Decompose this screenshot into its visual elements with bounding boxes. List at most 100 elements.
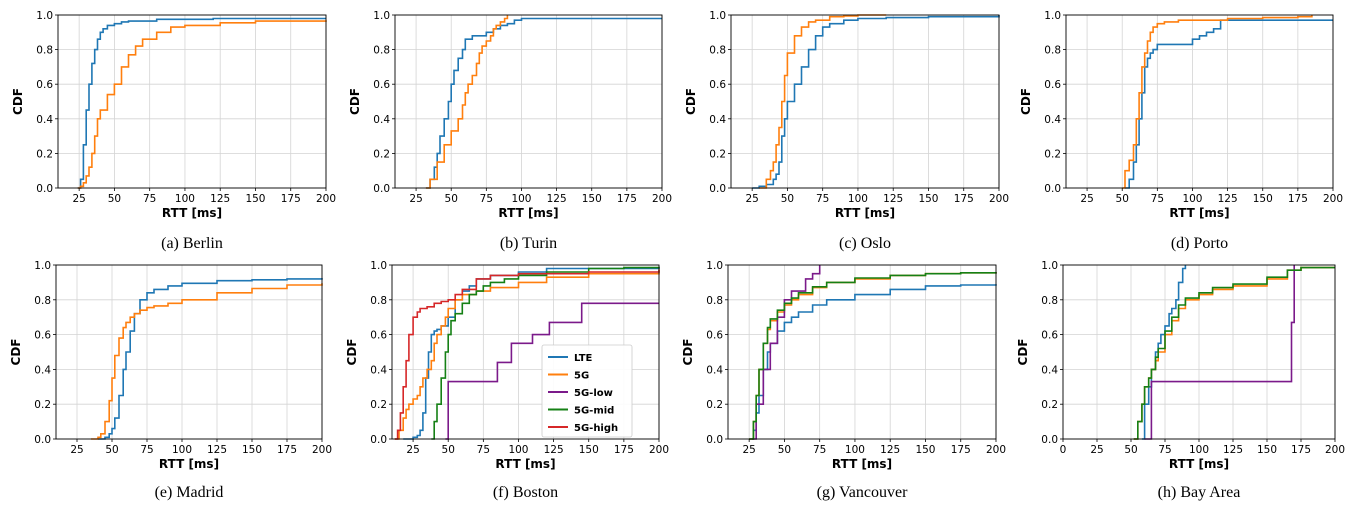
series-line-lte xyxy=(752,15,1000,189)
x-tick-label: 125 xyxy=(544,444,564,456)
x-tick-label: 125 xyxy=(880,444,900,456)
x-axis-label: RTT [ms] xyxy=(1169,457,1229,471)
x-tick-label: 75 xyxy=(816,193,829,205)
x-tick-label: 25 xyxy=(70,444,83,456)
x-tick-label: 100 xyxy=(1182,193,1202,205)
x-tick-label: 100 xyxy=(845,444,865,456)
y-tick-label: 0.4 xyxy=(709,114,726,126)
y-tick-label: 0.8 xyxy=(1044,45,1061,57)
chart-panel-2: 25 50 75 100 125 150 175 200 0.0 0.2 0.4 0.6 0.8 1.0 R… xyxy=(348,10,672,252)
x-tick-label: 100 xyxy=(848,193,868,205)
subfigure-caption: (b) Turin xyxy=(500,235,557,252)
chart-panel-4: 25 50 75 100 125 150 175 200 0.0 0.2 0.4 0.6 0.8 1.0 R… xyxy=(1019,10,1343,252)
plot-frame xyxy=(391,264,660,440)
y-tick-label: 0.0 xyxy=(36,183,53,195)
x-tick-label: 150 xyxy=(245,193,265,205)
subfigure-caption: (f) Boston xyxy=(493,484,558,501)
x-tick-label: 75 xyxy=(477,444,490,456)
y-tick-label: 0.0 xyxy=(34,434,51,446)
x-tick-label: 50 xyxy=(781,193,794,205)
chart-panel-6: 25 50 75 100 125 150 175 200 0.0 0.2 0.4 0.6 0.8 1.0 R… xyxy=(345,260,669,501)
y-tick-label: 0.2 xyxy=(373,148,390,160)
x-tick-label: 125 xyxy=(207,444,227,456)
x-tick-label: 75 xyxy=(143,193,156,205)
y-tick-label: 1.0 xyxy=(709,10,726,22)
x-tick-label: 175 xyxy=(954,193,974,205)
x-axis-label: RTT [ms] xyxy=(835,206,895,220)
y-tick-label: 0.8 xyxy=(1041,295,1058,307)
series-line-5g-low xyxy=(445,302,659,440)
y-tick-label: 0.2 xyxy=(370,399,387,411)
x-tick-label: 200 xyxy=(1325,444,1345,456)
y-tick-label: 0.6 xyxy=(1041,330,1058,342)
series-line-5g xyxy=(749,272,997,440)
legend-label-5g-low: 5G-low xyxy=(574,388,613,399)
subfigure-caption: (a) Berlin xyxy=(161,235,223,252)
plot-frame xyxy=(394,14,663,189)
x-tick-label: 150 xyxy=(915,444,935,456)
chart-panel-8: 0 25 50 75 100 125 150 175 200 0.0 0.2 0.4 0.6 0.8 1.0… xyxy=(1016,260,1345,501)
y-tick-label: 0.0 xyxy=(373,183,390,195)
y-tick-label: 0.4 xyxy=(1041,364,1058,376)
x-tick-label: 200 xyxy=(316,193,336,205)
y-tick-label: 0.2 xyxy=(1044,148,1061,160)
chart-panel-7: 25 50 75 100 125 150 175 200 0.0 0.2 0.4 0.6 0.8 1.0 R… xyxy=(681,260,1006,501)
y-tick-label: 0.8 xyxy=(706,295,723,307)
y-tick-label: 0.6 xyxy=(706,330,723,342)
x-tick-label: 25 xyxy=(1080,193,1093,205)
series-line-5g-mid xyxy=(1133,266,1335,440)
series-line-lte xyxy=(77,17,326,189)
x-tick-label: 75 xyxy=(140,444,153,456)
y-axis-label: CDF xyxy=(348,88,362,115)
x-tick-label: 150 xyxy=(1253,193,1273,205)
y-axis-label: CDF xyxy=(684,88,698,115)
chart-panel-1: 25 50 75 100 125 150 175 200 0.0 0.2 0.4 0.6 0.8 1.0 R… xyxy=(11,10,336,252)
series-line-5g xyxy=(77,20,327,189)
y-tick-label: 0.8 xyxy=(709,45,726,57)
x-tick-label: 150 xyxy=(1257,444,1277,456)
y-tick-label: 0.6 xyxy=(370,330,387,342)
subfigure-caption: (d) Porto xyxy=(1171,235,1228,252)
plot-frame xyxy=(57,14,327,189)
y-tick-label: 1.0 xyxy=(373,10,390,22)
x-tick-label: 25 xyxy=(406,444,419,456)
x-tick-label: 50 xyxy=(1116,193,1129,205)
series-line-5g-mid xyxy=(431,266,660,440)
x-tick-label: 125 xyxy=(883,193,903,205)
chart-panel-3: 25 50 75 100 125 150 175 200 0.0 0.2 0.4 0.6 0.8 1.0 R… xyxy=(684,10,1009,252)
series-line-5g xyxy=(91,283,323,440)
x-tick-label: 75 xyxy=(1151,193,1164,205)
legend-label-lte: LTE xyxy=(574,353,593,364)
y-tick-label: 0.0 xyxy=(709,183,726,195)
x-tick-label: 25 xyxy=(745,193,758,205)
x-tick-label: 25 xyxy=(72,193,85,205)
y-tick-label: 0.6 xyxy=(1044,79,1061,91)
y-axis-label: CDF xyxy=(345,339,359,366)
y-tick-label: 1.0 xyxy=(1044,10,1061,22)
x-tick-label: 200 xyxy=(986,444,1006,456)
x-tick-label: 75 xyxy=(1158,444,1171,456)
y-tick-label: 0.2 xyxy=(706,399,723,411)
series-line-lte xyxy=(749,284,997,440)
series-line-5g xyxy=(394,269,660,440)
y-tick-label: 0.4 xyxy=(373,114,390,126)
x-tick-label: 100 xyxy=(508,444,528,456)
x-tick-label: 100 xyxy=(1189,444,1209,456)
y-axis-label: CDF xyxy=(681,339,695,366)
x-tick-label: 175 xyxy=(617,193,637,205)
x-tick-label: 50 xyxy=(1124,444,1137,456)
plot-frame xyxy=(730,14,1000,189)
y-tick-label: 1.0 xyxy=(706,260,723,272)
y-tick-label: 0.0 xyxy=(1044,183,1061,195)
y-tick-label: 1.0 xyxy=(36,10,53,22)
series-line-5g-low xyxy=(1144,265,1295,440)
x-tick-label: 150 xyxy=(242,444,262,456)
x-tick-label: 175 xyxy=(1291,444,1311,456)
y-tick-label: 0.4 xyxy=(370,364,387,376)
x-tick-label: 100 xyxy=(511,193,531,205)
y-tick-label: 0.2 xyxy=(36,148,53,160)
y-tick-label: 0.8 xyxy=(36,45,53,57)
x-tick-label: 100 xyxy=(172,444,192,456)
x-tick-label: 0 xyxy=(1060,444,1067,456)
x-axis-label: RTT [ms] xyxy=(1169,206,1229,220)
